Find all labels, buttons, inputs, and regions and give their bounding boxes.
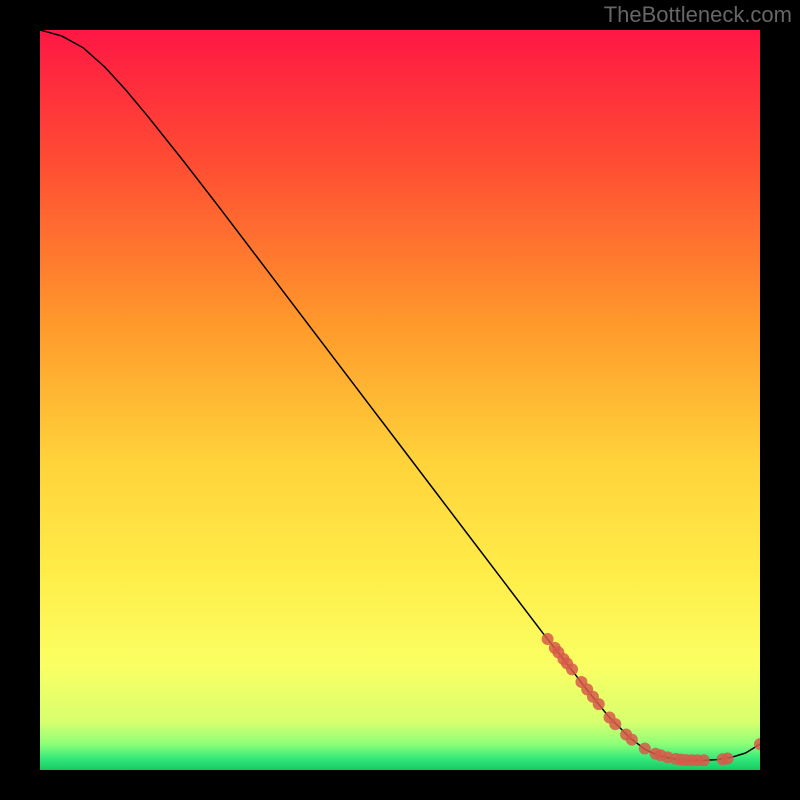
data-marker [639,743,651,755]
data-marker [593,698,605,710]
chart-frame: TheBottleneck.com [0,0,800,800]
data-marker [566,663,578,675]
plot-area [40,30,760,770]
data-marker [626,734,638,746]
data-marker [609,718,621,730]
data-marker [722,753,734,765]
watermark-text: TheBottleneck.com [604,2,792,28]
chart-svg [40,30,760,770]
gradient-background [40,30,760,770]
data-marker [698,754,710,766]
